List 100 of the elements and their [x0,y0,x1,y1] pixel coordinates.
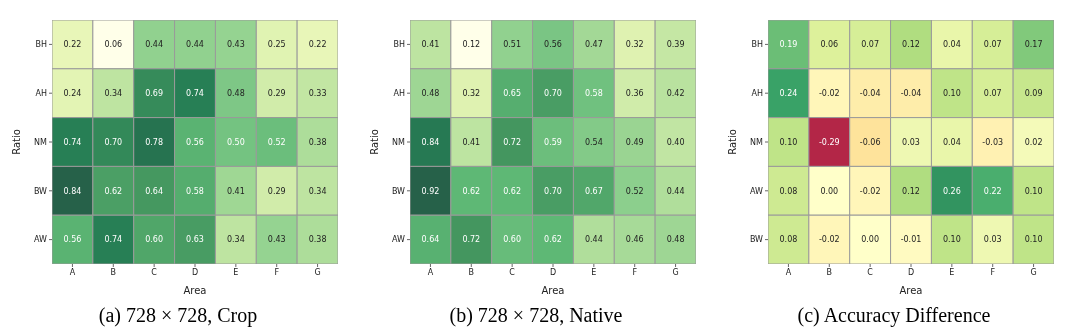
data-label: 0.38 [308,235,327,245]
data-label: 0.67 [584,186,603,196]
data-label: -0.02 [818,235,840,245]
data-label: 0.74 [186,89,204,98]
data-label: 0.48 [226,89,245,98]
x-tick-label: B [826,267,833,277]
data-label: 0.62 [462,186,481,196]
data-label: 0.43 [267,235,286,245]
y-axis-title: Ratio [10,129,22,155]
data-label: 0.12 [902,40,920,50]
data-label: 0.08 [779,186,798,196]
y-tick-label: NM [34,137,48,147]
y-tick-label: AH [751,89,763,99]
data-label: 0.25 [267,40,286,50]
data-label: 0.74 [104,235,123,245]
y-tick-label: NM [392,137,406,147]
data-label: 0.52 [625,186,644,196]
data-label: 0.50 [226,137,245,147]
data-label: -0.04 [859,89,881,98]
x-tick-label: F [274,267,280,277]
x-axis-title: Area [183,285,207,296]
text: (a) 728 × 728, Crop [97,304,259,327]
data-label: 0.10 [942,89,961,98]
x-tick-label: C [867,267,874,277]
data-label: 0.24 [779,89,798,98]
data-label: 0.22 [983,186,1002,196]
data-label: 0.62 [544,235,562,245]
data-label: 0.07 [983,89,1002,98]
x-tick-label: D [907,267,915,277]
x-tick-label: D [549,267,557,277]
data-label: 0.33 [308,89,327,98]
data-label: 0.34 [104,89,123,98]
data-label: 0.10 [779,137,798,147]
x-axis-title: Area [899,285,923,296]
x-tick-label: C [151,267,158,277]
x-tick-label: G [314,267,321,277]
x-tick-label: E [949,267,955,277]
data-label: 0.56 [186,137,204,147]
data-label: 0.19 [779,40,798,50]
x-tick-label: B [110,267,117,277]
data-label: 0.44 [584,235,603,245]
data-label: 0.62 [104,186,123,196]
data-label: 0.84 [421,137,440,147]
x-tick-label: A [69,267,76,277]
data-label: 0.70 [544,89,562,98]
data-label: 0.07 [861,40,880,50]
y-tick-label: BW [33,186,48,196]
x-tick-label: E [591,267,597,277]
data-label: 0.07 [983,40,1002,50]
data-label: 0.49 [625,137,644,147]
y-axis-title: Ratio [368,129,380,155]
data-label: 0.51 [503,40,522,50]
data-label: 0.36 [625,89,644,98]
data-label: 0.64 [145,186,164,196]
x-tick-label: F [990,267,996,277]
x-tick-label: A [427,267,434,277]
data-label: 0.06 [104,40,123,50]
data-label: -0.06 [859,137,881,147]
data-label: 0.58 [584,89,603,98]
data-label: 0.04 [942,40,961,50]
data-label: 0.41 [421,40,440,50]
data-label: 0.70 [104,137,123,147]
y-axis-title: Ratio [726,129,738,155]
data-label: 0.02 [1024,137,1043,147]
data-label: -0.01 [900,235,922,245]
data-label: 0.70 [544,186,562,196]
y-tick-label: BH [751,40,763,50]
y-tick-label: AH [35,89,47,99]
data-label: 0.74 [63,137,82,147]
data-label: 0.69 [145,89,164,98]
y-tick-label: NM [750,137,764,147]
data-label: 0.00 [820,186,839,196]
data-label: 0.64 [421,235,440,245]
data-label: -0.29 [818,137,840,147]
x-tick-label: F [632,267,638,277]
y-tick-label: AW [392,235,406,245]
text: (c) Accuracy Difference [796,304,992,327]
x-tick-label: D [191,267,199,277]
x-tick-label: B [468,267,475,277]
data-label: 0.22 [63,40,82,50]
data-label: 0.32 [625,40,644,50]
data-label: 0.56 [544,40,562,50]
y-tick-label: BW [749,235,764,245]
data-label: 0.17 [1024,40,1043,50]
data-label: 0.48 [666,235,685,245]
data-label: 0.92 [421,186,440,196]
text: (b) 728 × 728, Native [448,304,624,327]
data-label: -0.02 [818,89,840,98]
data-label: 0.60 [503,235,522,245]
y-tick-label: BH [393,40,405,50]
data-label: 0.04 [942,137,961,147]
data-label: 0.56 [63,235,82,245]
data-label: 0.78 [145,137,164,147]
data-label: 0.48 [421,89,440,98]
x-tick-label: G [672,267,679,277]
data-label: 0.72 [503,137,522,147]
x-tick-label: C [509,267,516,277]
x-tick-label: G [1030,267,1037,277]
data-label: 0.03 [983,235,1002,245]
data-label: 0.84 [63,186,82,196]
